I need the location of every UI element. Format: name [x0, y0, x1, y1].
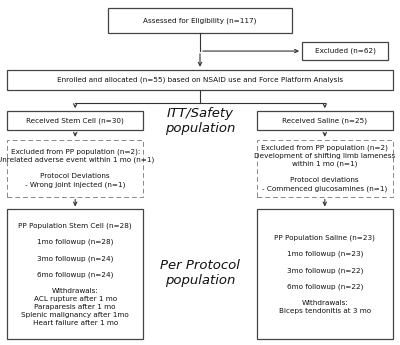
- Text: ITT/Safety
population: ITT/Safety population: [165, 107, 235, 136]
- FancyBboxPatch shape: [7, 111, 143, 130]
- Text: PP Population Saline (n=23)

1mo followup (n=23)

3mo followup (n=22)

6mo follo: PP Population Saline (n=23) 1mo followup…: [274, 234, 375, 314]
- Text: Assessed for Eligibility (n=117): Assessed for Eligibility (n=117): [143, 17, 257, 23]
- FancyBboxPatch shape: [257, 111, 393, 130]
- FancyBboxPatch shape: [7, 70, 393, 90]
- Text: Per Protocol
population: Per Protocol population: [160, 258, 240, 287]
- Text: Excluded from PP population (n=2):
Unrelated adverse event within 1 mo (n=1)

Pr: Excluded from PP population (n=2): Unrel…: [0, 148, 154, 188]
- Text: Received Saline (n=25): Received Saline (n=25): [282, 118, 367, 124]
- FancyBboxPatch shape: [302, 42, 388, 60]
- FancyBboxPatch shape: [7, 140, 143, 197]
- Text: Enrolled and allocated (n=55) based on NSAID use and Force Platform Analysis: Enrolled and allocated (n=55) based on N…: [57, 77, 343, 83]
- FancyBboxPatch shape: [7, 209, 143, 339]
- FancyBboxPatch shape: [257, 140, 393, 197]
- Text: Excluded from PP population (n=2)
Development of shifting limb lameness
within 1: Excluded from PP population (n=2) Develo…: [254, 145, 396, 192]
- FancyBboxPatch shape: [108, 8, 292, 33]
- Text: Received Stem Cell (n=30): Received Stem Cell (n=30): [26, 118, 124, 124]
- Text: PP Population Stem Cell (n=28)

1mo followup (n=28)

3mo followup (n=24)

6mo fo: PP Population Stem Cell (n=28) 1mo follo…: [18, 222, 132, 326]
- FancyBboxPatch shape: [257, 209, 393, 339]
- Text: Excluded (n=62): Excluded (n=62): [314, 48, 376, 54]
